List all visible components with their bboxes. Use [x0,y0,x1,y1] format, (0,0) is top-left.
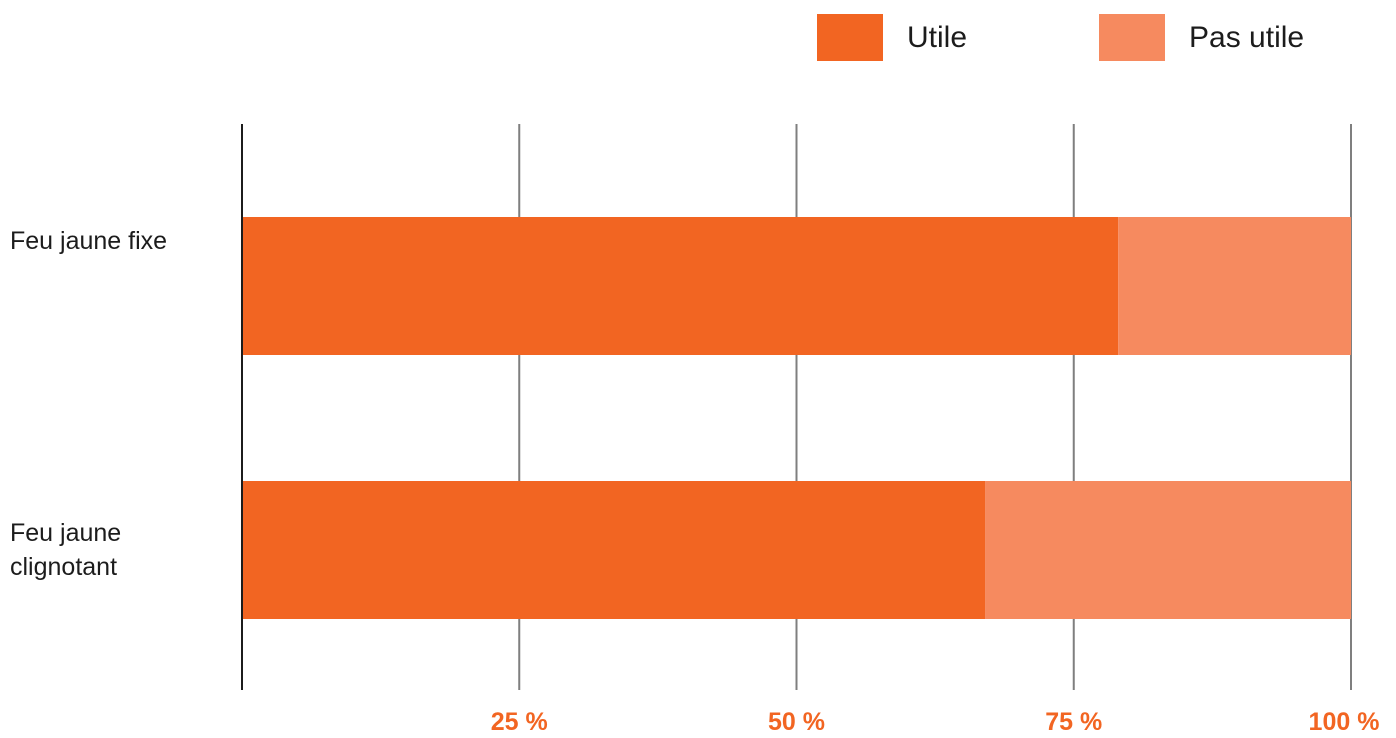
x-tick-label-25: 25 % [490,708,548,736]
legend-item-pas-utile: Pas utile [1099,14,1304,61]
x-tick-label-100: 100 % [1308,708,1380,736]
x-tick-label-50: 50 % [768,708,825,736]
legend-label-pas-utile: Pas utile [1189,20,1305,54]
legend-swatch-pas-utile [1099,14,1166,61]
bar-pas-utile-0 [1118,217,1351,355]
legend-item-utile: Utile [817,14,967,61]
category-label-feu-jaune-clignotant: Feu jaune clignotant [10,519,122,581]
x-tick-label-75: 75 % [1045,708,1103,736]
legend-swatch-utile [817,14,883,61]
bar-utile-1 [242,481,986,619]
category-label-feu-jaune-fixe: Feu jaune fixe [10,227,168,255]
bar-utile-0 [242,217,1119,355]
legend-label-utile: Utile [907,20,968,54]
legend: Utile Pas utile [817,14,1304,61]
bar-pas-utile-1 [985,481,1351,619]
